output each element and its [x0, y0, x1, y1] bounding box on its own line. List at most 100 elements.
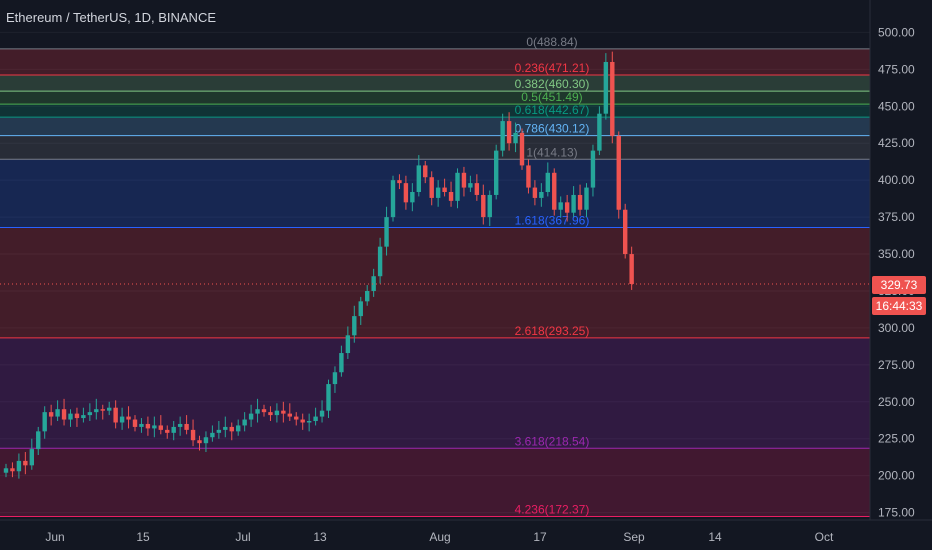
candle-body [545, 172, 550, 192]
candle-body [255, 409, 260, 414]
candle-body [435, 187, 441, 198]
candle-body [10, 468, 15, 472]
candle-body [242, 419, 247, 426]
candle-body [448, 192, 454, 201]
y-tick-label: 375.00 [878, 210, 915, 224]
y-tick-label: 175.00 [878, 506, 915, 520]
candle-body [165, 429, 170, 433]
fib-zone [0, 159, 870, 228]
candle-body [584, 187, 589, 210]
candle-body [248, 413, 254, 420]
candle-body [74, 413, 80, 419]
candle-body [29, 449, 34, 466]
fib-label: 3.618(218.54) [515, 434, 590, 448]
candle-body [487, 194, 492, 218]
candle-body [455, 172, 460, 201]
fib-zone [0, 74, 870, 92]
candle-body [68, 413, 73, 420]
candle-body [603, 61, 609, 114]
x-tick-label: Aug [429, 530, 450, 544]
candle-body [306, 421, 312, 423]
price-axis [870, 0, 932, 550]
candle-body [629, 254, 634, 285]
candle-body [171, 426, 176, 433]
candle-body [332, 372, 338, 385]
candle-body [210, 432, 215, 438]
fib-zone [0, 91, 870, 105]
candle-body [519, 132, 525, 166]
candle-body [345, 335, 351, 354]
candle-body [526, 165, 531, 188]
candle-body [184, 423, 189, 430]
candle-body [236, 425, 241, 432]
candle-body [177, 423, 183, 427]
candle-body [197, 440, 202, 444]
candle-body [623, 209, 628, 255]
candle-body [597, 113, 602, 151]
candle-body [281, 410, 286, 414]
candle-body [564, 202, 570, 213]
candle-body [352, 316, 357, 336]
y-tick-label: 250.00 [878, 395, 915, 409]
fib-label: 0.618(442.67) [515, 103, 590, 117]
fib-label: 0.5(451.49) [521, 90, 582, 104]
candle-body [139, 423, 144, 427]
candle-body [410, 192, 415, 203]
candle-body [300, 419, 305, 423]
candle-body [119, 416, 125, 423]
candle-body [61, 409, 67, 420]
candle-body [429, 177, 434, 198]
y-tick-label: 300.00 [878, 321, 915, 335]
x-tick-label: Jul [235, 530, 250, 544]
y-tick-label: 200.00 [878, 469, 915, 483]
candle-body [190, 429, 196, 441]
candle-body [326, 384, 331, 411]
fib-zone [0, 135, 870, 160]
candle-body [132, 419, 138, 427]
x-tick-label: 13 [313, 530, 327, 544]
fib-label: 2.618(293.25) [515, 324, 590, 338]
candle-body [152, 425, 157, 429]
candle-body [397, 180, 402, 184]
candle-body [126, 416, 131, 420]
candle-body [145, 423, 151, 429]
candle-body [294, 416, 299, 420]
y-tick-label: 475.00 [878, 62, 915, 76]
candle-body [87, 412, 93, 416]
candle-body [107, 407, 112, 411]
candle-body [494, 150, 499, 195]
candle-body [313, 416, 318, 422]
candle-body [339, 353, 344, 373]
x-tick-label: Sep [623, 530, 645, 544]
candle-body [268, 412, 273, 416]
candle-body [539, 192, 544, 198]
candle-body [442, 187, 447, 192]
y-tick-label: 225.00 [878, 432, 915, 446]
candle-body [274, 410, 280, 416]
candle-body [55, 409, 60, 417]
fib-zone [0, 104, 870, 118]
candle-body [610, 61, 615, 136]
candle-body [3, 468, 9, 473]
candle-body [474, 183, 480, 195]
candle-body [384, 217, 389, 247]
candle-body [423, 165, 428, 178]
x-tick-label: Jun [45, 530, 64, 544]
fib-label: 0.382(460.30) [515, 77, 590, 91]
fib-zone [0, 48, 870, 75]
candle-body [532, 187, 538, 198]
candle-body [481, 194, 486, 218]
candle-body [261, 409, 267, 413]
candle-body [216, 429, 222, 433]
candle-body [590, 150, 596, 188]
fib-zone [0, 117, 870, 136]
candle-body [36, 431, 41, 450]
candle-body [100, 409, 105, 411]
candle-body [513, 132, 518, 144]
fib-label: 0.786(430.12) [515, 122, 590, 136]
candle-body [403, 183, 409, 203]
candle-body [571, 194, 576, 213]
x-tick-label: Oct [815, 530, 834, 544]
y-tick-label: 400.00 [878, 173, 915, 187]
